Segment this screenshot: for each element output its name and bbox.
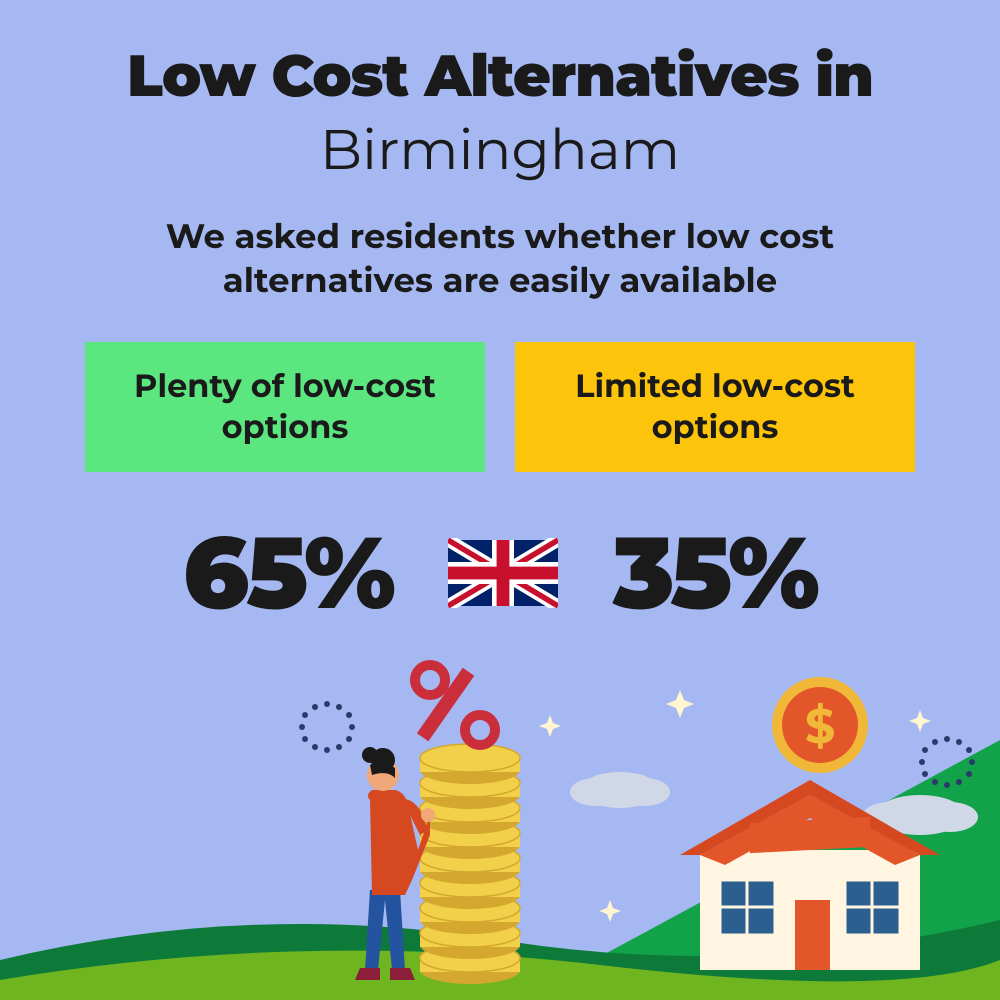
stat-right: 35% [613,512,817,634]
main-title: Low Cost Alternatives in [0,0,1000,111]
cloud-left [570,772,670,808]
svg-text:$: $ [805,698,836,756]
plenty-label: Plenty of low-cost options [115,366,455,449]
option-boxes: Plenty of low-cost options Limited low-c… [0,342,1000,472]
dots-left [299,701,355,753]
limited-box: Limited low-cost options [515,342,915,472]
stat-left: 65% [183,512,393,634]
percent-icon [415,665,495,745]
limited-label: Limited low-cost options [545,366,885,449]
survey-description: We asked residents whether low cost alte… [0,214,1000,302]
stats-row: 65% 35% [0,512,1000,634]
uk-flag-icon [448,538,558,608]
city-subtitle: Birmingham [0,116,1000,184]
plenty-box: Plenty of low-cost options [85,342,485,472]
coin-stack-icon [420,744,520,984]
dollar-coin-icon: $ [772,677,868,773]
bottom-illustration: $ [0,620,1000,1000]
infographic-container: Low Cost Alternatives in Birmingham We a… [0,0,1000,1000]
